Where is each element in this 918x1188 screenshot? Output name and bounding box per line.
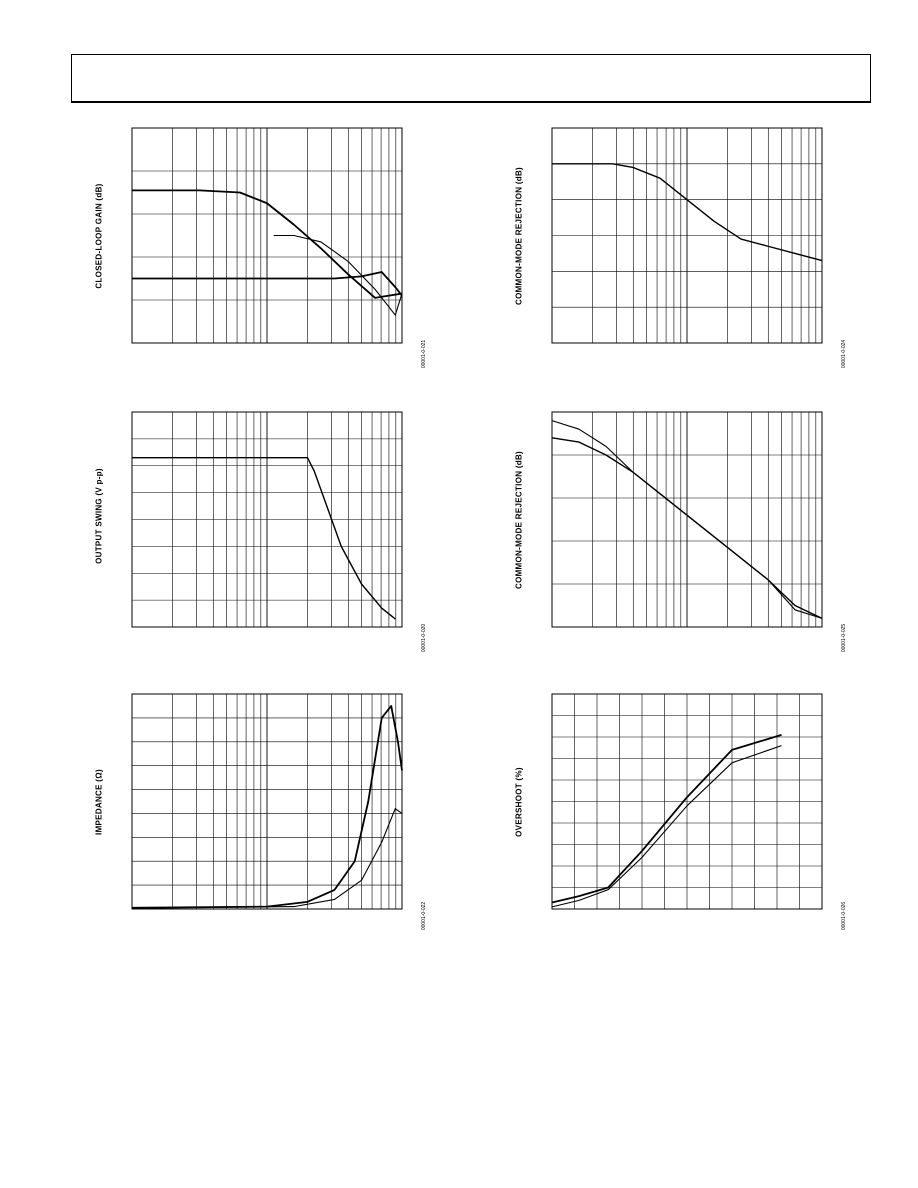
chart-panel-cmrr-2: COMMON-MODE REJECTION (dB) 00001-0-025 [510, 408, 847, 652]
y-axis-label: CLOSED-LOOP GAIN (dB) [94, 183, 104, 289]
series-line-1 [131, 705, 403, 909]
plot-frame [551, 127, 823, 344]
chart-panel-cmrr-1: COMMON-MODE REJECTION (dB) 00001-0-024 [510, 124, 847, 368]
plot-frame [551, 693, 823, 910]
figure-code: 00001-0-026 [841, 901, 847, 931]
series-line-3 [132, 271, 403, 297]
plot-frame [551, 411, 823, 628]
series-line-1 [132, 189, 403, 299]
plot-frame [131, 127, 403, 344]
chart-impedance [131, 693, 403, 910]
y-axis-label: OUTPUT SWING (V p-p) [94, 468, 104, 564]
chart-cmrr-1 [551, 127, 823, 344]
series-line-2 [551, 745, 782, 908]
chart-overshoot [551, 693, 823, 910]
chart-cmrr-2 [551, 411, 823, 628]
series-line-2 [551, 437, 823, 620]
series-line-1 [132, 456, 396, 620]
page-header-box [71, 54, 871, 103]
y-axis-label: IMPEDANCE (Ω) [94, 769, 104, 835]
figure-code: 00001-0-022 [421, 901, 427, 931]
figure-code: 00001-0-021 [421, 339, 427, 369]
chart-panel-closed-loop-gain: CLOSED-LOOP GAIN (dB) 00001-0-021 [90, 124, 427, 368]
series-line-1 [552, 163, 823, 262]
plot-frame [131, 411, 403, 628]
y-axis-label: COMMON-MODE REJECTION (dB) [514, 166, 524, 306]
figure-code: 00001-0-025 [841, 623, 847, 653]
plot-frame [131, 693, 403, 910]
chart-output-swing [131, 411, 403, 628]
chart-panel-overshoot: OVERSHOOT (%) 00001-0-026 [510, 690, 847, 930]
y-axis-label: COMMON-MODE REJECTION (dB) [514, 450, 524, 590]
chart-closed-loop-gain [131, 127, 403, 344]
chart-panel-impedance: IMPEDANCE (Ω) 00001-0-022 [90, 690, 427, 930]
figure-code: 00001-0-024 [841, 339, 847, 369]
chart-panel-output-swing: OUTPUT SWING (V p-p) 00001-0-020 [90, 408, 427, 652]
series-line-1 [551, 733, 782, 904]
figure-code: 00001-0-020 [421, 623, 427, 653]
series-line-2 [131, 808, 403, 909]
y-axis-label: OVERSHOOT (%) [514, 767, 524, 837]
series-line-2 [273, 234, 403, 316]
